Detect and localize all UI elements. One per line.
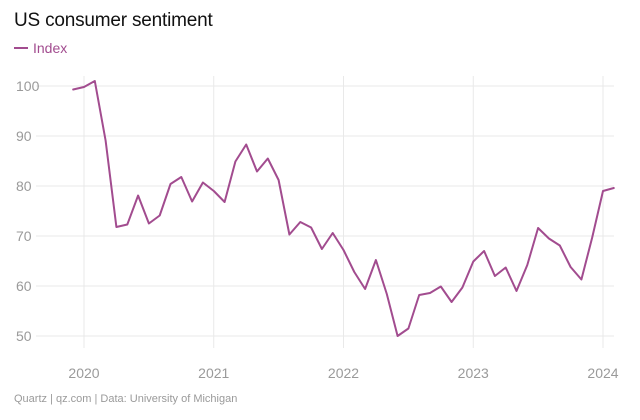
x-axis-ticks: 2020 2021 2022 2023 2024	[68, 365, 618, 381]
x-tick-label-2024: 2024	[587, 365, 618, 381]
legend-label-index: Index	[33, 40, 68, 56]
grid-lines	[36, 76, 614, 348]
y-tick-label-60: 60	[16, 278, 32, 294]
x-tick-label-2022: 2022	[328, 365, 359, 381]
legend-swatch	[14, 47, 28, 49]
y-axis-ticks: 50 60 70 80 90 100	[16, 78, 40, 344]
source-footer: Quartz | qz.com | Data: University of Mi…	[14, 393, 238, 405]
x-tick-label-2020: 2020	[68, 365, 99, 381]
y-tick-label-100: 100	[16, 78, 40, 94]
series-line-index	[72, 80, 615, 337]
y-tick-label-90: 90	[16, 128, 32, 144]
legend: Index	[14, 40, 67, 56]
x-tick-label-2023: 2023	[458, 365, 489, 381]
y-tick-label-80: 80	[16, 178, 32, 194]
x-tick-label-2021: 2021	[198, 365, 229, 381]
series-group	[72, 80, 615, 337]
chart-title: US consumer sentiment	[14, 10, 213, 31]
y-tick-label-50: 50	[16, 328, 32, 344]
y-tick-label-70: 70	[16, 228, 32, 244]
